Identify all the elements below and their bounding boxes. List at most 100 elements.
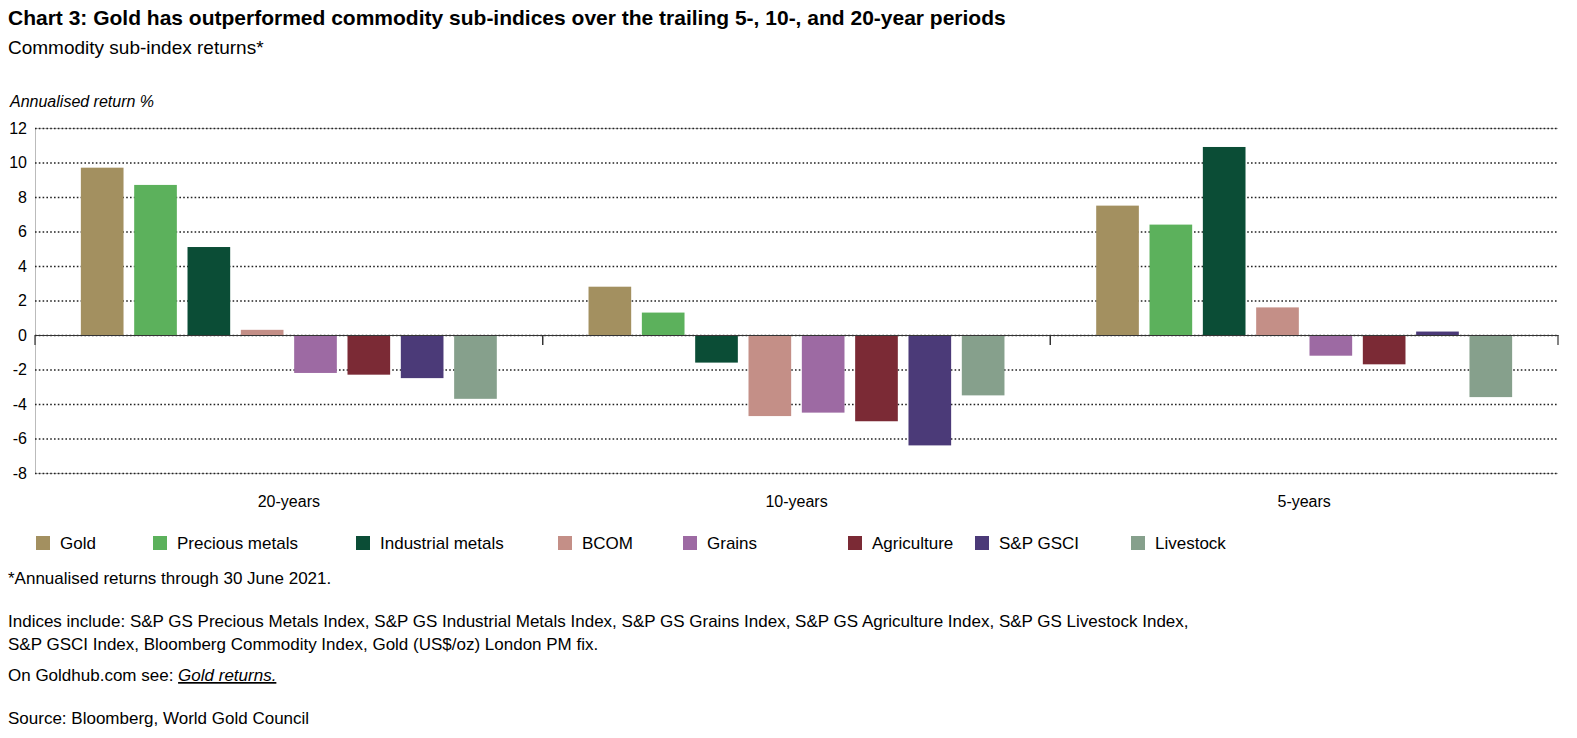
bar: [695, 335, 738, 363]
y-tick-label: -8: [13, 465, 27, 482]
bar: [401, 335, 444, 378]
grid-line: [35, 197, 1558, 199]
x-tick-label: 20-years: [258, 493, 320, 510]
x-tick-label: 5-years: [1277, 493, 1330, 510]
group-separator: [1050, 335, 1051, 345]
legend-label: S&P GSCI: [999, 534, 1079, 553]
bar: [642, 313, 685, 335]
y-axis-line: [36, 129, 1559, 474]
bar: [962, 335, 1005, 395]
legend-swatch: [975, 536, 989, 550]
legend-item: BCOM: [558, 534, 633, 553]
x-axis: 20-years 10-years 5-years: [36, 335, 1559, 510]
grid-line: [35, 300, 1558, 302]
bars: [81, 147, 1512, 445]
y-tick: 6: [18, 223, 1558, 240]
grid-line: [35, 369, 1558, 371]
x-tick: 20-years: [258, 335, 320, 510]
y-tick-label: 10: [9, 154, 27, 171]
y-tick-label: 0: [18, 327, 27, 344]
subtitle: Commodity sub-index returns*: [8, 37, 264, 58]
grid-line: [35, 473, 1558, 475]
y-tick: 4: [18, 258, 1558, 275]
chart: Chart 3: Gold has outperformed commodity…: [0, 0, 1577, 738]
zero-line: [36, 335, 1559, 336]
bar: [1363, 335, 1406, 364]
footnote: S&P GSCI Index, Bloomberg Commodity Inde…: [8, 635, 598, 654]
y-tick: 12: [9, 120, 1558, 137]
bar: [802, 335, 845, 413]
footnote: Source: Bloomberg, World Gold Council: [8, 709, 309, 728]
bar: [188, 247, 231, 335]
footnote: On Goldhub.com see: Gold returns.: [8, 666, 276, 685]
y-tick-label: -4: [13, 396, 27, 413]
group-separator: [542, 335, 543, 345]
legend-item: Gold: [36, 534, 96, 553]
bar: [294, 335, 337, 373]
y-axis-title: Annualised return %: [9, 93, 154, 110]
bar: [1150, 225, 1193, 335]
legend-item: Grains: [683, 534, 757, 553]
bar: [908, 335, 951, 445]
title: Chart 3: Gold has outperformed commodity…: [8, 6, 1006, 29]
legend-item: Industrial metals: [356, 534, 504, 553]
legend-label: Agriculture: [872, 534, 953, 553]
group-separator: [1050, 335, 1051, 345]
grid-line: [35, 128, 1558, 130]
footnote: Indices include: S&P GS Precious Metals …: [8, 612, 1189, 631]
legend-swatch: [153, 536, 167, 550]
y-tick: 8: [18, 189, 1558, 206]
y-tick-label: 2: [18, 292, 27, 309]
legend-swatch: [356, 536, 370, 550]
x-tick: 5-years: [1277, 335, 1330, 510]
bar: [1469, 335, 1512, 397]
footnote: *Annualised returns through 30 June 2021…: [8, 569, 331, 588]
bar: [81, 168, 124, 335]
legend-label: Industrial metals: [380, 534, 504, 553]
bar: [1096, 206, 1139, 335]
footnote-link[interactable]: Gold returns.: [178, 666, 276, 685]
legend-item: Livestock: [1131, 534, 1226, 553]
y-axis: -8 -6 -4 -2 0 2 4 6 8 10 12: [9, 120, 1558, 482]
y-tick: 10: [9, 154, 1558, 171]
y-tick-label: 8: [18, 189, 27, 206]
legend-label: Livestock: [1155, 534, 1226, 553]
legend-swatch: [1131, 536, 1145, 550]
grid-line: [35, 231, 1558, 233]
legend-label: Grains: [707, 534, 757, 553]
y-tick-label: -6: [13, 430, 27, 447]
y-tick: 2: [18, 292, 1558, 309]
bar: [589, 287, 632, 335]
y-tick: -6: [13, 430, 1558, 447]
x-tick: 10-years: [765, 335, 827, 510]
legend-item: Precious metals: [153, 534, 298, 553]
bar: [749, 335, 792, 416]
y-tick-label: 6: [18, 223, 27, 240]
group-separator: [34, 335, 35, 345]
y-tick: -8: [13, 465, 1558, 482]
legend-label: BCOM: [582, 534, 633, 553]
group-separator: [1557, 335, 1558, 345]
grid-line: [35, 266, 1558, 268]
legend-swatch: [848, 536, 862, 550]
y-tick-label: -2: [13, 361, 27, 378]
legend-swatch: [558, 536, 572, 550]
bar: [241, 330, 284, 335]
legend-item: Agriculture: [848, 534, 953, 553]
legend-label: Precious metals: [177, 534, 298, 553]
bar: [347, 335, 390, 375]
group-separator: [542, 335, 543, 345]
grid-line: [35, 438, 1558, 440]
legend: Gold Precious metals Industrial metals BCOM…: [36, 534, 1226, 553]
legend-swatch: [36, 536, 50, 550]
bar: [134, 185, 177, 335]
legend-label: Gold: [60, 534, 96, 553]
y-tick-label: 4: [18, 258, 27, 275]
bar: [1416, 332, 1459, 335]
grid-line: [35, 404, 1558, 406]
bar: [1203, 147, 1246, 335]
y-tick-label: 12: [9, 120, 27, 137]
x-tick-label: 10-years: [765, 493, 827, 510]
grid-line: [35, 335, 1558, 337]
legend-swatch: [683, 536, 697, 550]
